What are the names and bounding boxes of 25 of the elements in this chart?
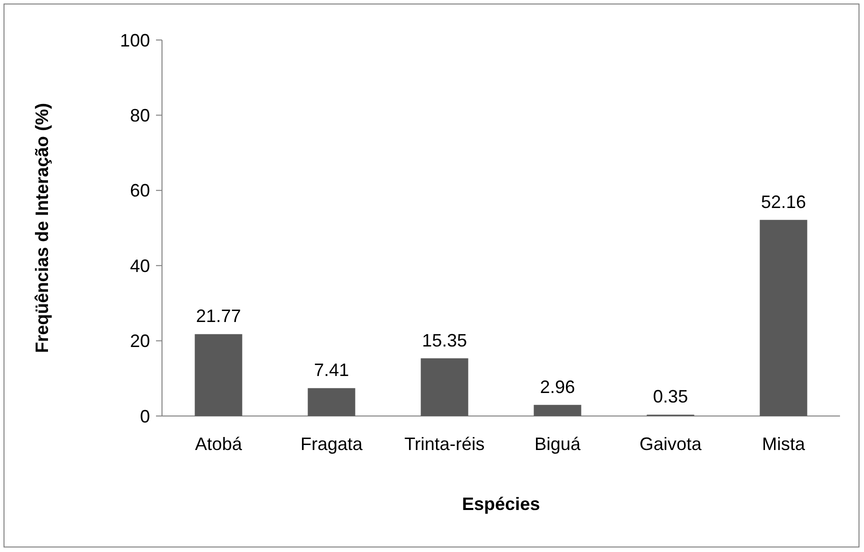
bar: [420, 358, 468, 416]
y-tick-label: 40: [130, 256, 150, 276]
data-label: 52.16: [760, 192, 806, 212]
y-tick-label: 100: [120, 30, 150, 50]
y-tick-label: 20: [130, 331, 150, 352]
x-tick-label: Atobá: [194, 434, 244, 454]
data-label: 15.35: [422, 330, 468, 350]
x-tick-label: Trinta-réis: [404, 434, 485, 454]
bar: [534, 404, 582, 416]
data-label: 21.77: [196, 306, 242, 326]
x-axis-title: Espécies: [462, 494, 540, 514]
data-label: 7.41: [314, 360, 350, 380]
bar: [194, 334, 242, 416]
y-tick-label: 60: [130, 180, 150, 201]
y-axis-title: Freqüências de Interação (%): [32, 102, 52, 354]
x-tick-label: Gaivota: [639, 434, 702, 454]
y-tick-label: 0: [140, 406, 150, 426]
y-tick-label: 80: [130, 106, 150, 126]
x-tick-label: Mista: [762, 434, 806, 454]
data-label: 2.96: [540, 376, 576, 397]
bar: [760, 220, 808, 416]
bar: [308, 388, 356, 416]
data-label: 0.35: [652, 386, 688, 407]
x-tick-label: Biguá: [534, 434, 582, 454]
x-tick-label: Fragata: [300, 434, 364, 454]
